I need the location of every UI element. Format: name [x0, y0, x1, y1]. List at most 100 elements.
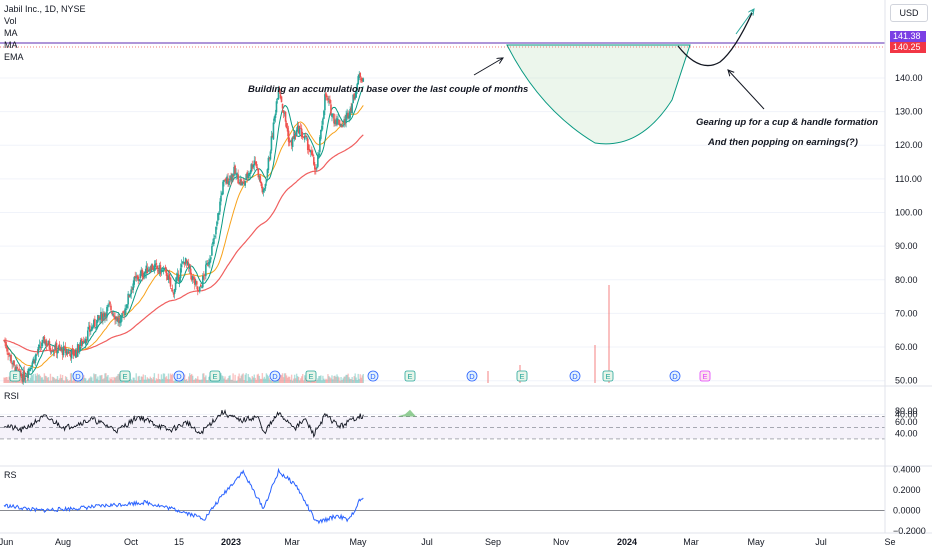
candle-body: [239, 179, 241, 184]
volume-bar: [256, 374, 259, 383]
candle-body: [166, 274, 169, 280]
volume-bar: [190, 374, 192, 383]
candle-body: [279, 94, 282, 99]
candle-body: [8, 353, 10, 355]
volume-bar: [324, 379, 326, 383]
volume-bar: [37, 374, 40, 383]
candle-body: [209, 259, 211, 264]
candle-body: [141, 269, 144, 278]
candle-body: [266, 169, 269, 178]
volume-bar: [6, 377, 8, 383]
volume-bar: [290, 374, 293, 383]
dividend-marker-label: D: [469, 372, 475, 381]
candle-body: [193, 277, 196, 285]
candle-body: [249, 171, 252, 175]
volume-bar: [322, 375, 324, 383]
volume-bar: [237, 376, 239, 383]
candle-body: [51, 350, 54, 352]
candle-body: [124, 308, 126, 316]
candle-body: [264, 184, 267, 189]
rs-line: [3, 467, 364, 525]
candle-body: [237, 174, 239, 184]
currency-button[interactable]: USD: [890, 4, 928, 22]
volume-bar: [204, 377, 206, 383]
candle-body: [247, 174, 250, 179]
volume-bar: [89, 377, 91, 383]
volume-bar: [231, 379, 233, 383]
candle-body: [307, 148, 310, 151]
candle-body: [195, 281, 198, 285]
candle-body: [86, 330, 89, 341]
price-tick-label: 70.00: [895, 308, 918, 318]
volume-bar: [318, 375, 320, 383]
candle-body: [114, 316, 116, 320]
volume-bar: [19, 379, 21, 383]
candle-body: [259, 176, 262, 183]
volume-bar: [44, 375, 47, 383]
candle-body: [40, 346, 43, 348]
candle-body: [112, 313, 114, 316]
candle-body: [7, 353, 9, 355]
volume-bar: [267, 376, 270, 383]
volume-bar: [29, 377, 31, 383]
volume-bar: [96, 378, 98, 383]
price-tick-label: 50.00: [895, 376, 918, 386]
volume-bar: [169, 373, 172, 383]
price-badge-lower: 140.25: [890, 42, 926, 53]
symbol-title[interactable]: Jabil Inc., 1D, NYSE: [4, 4, 86, 14]
volume-bar: [109, 377, 111, 383]
volume-bar: [252, 377, 254, 383]
candle-body: [73, 353, 76, 356]
cup-area: [506, 44, 691, 145]
volume-bar: [262, 378, 265, 383]
volume-bar: [185, 379, 188, 383]
legend-ma-2[interactable]: MA: [4, 40, 18, 50]
candle-body: [305, 137, 308, 139]
volume-bar: [153, 373, 156, 383]
earnings-marker: [9, 370, 21, 382]
volume-bar: [118, 373, 120, 383]
candle-body: [287, 130, 290, 142]
rs-tick-label: 0.4000: [893, 465, 921, 475]
earnings-marker: [516, 370, 528, 382]
candle-body: [227, 178, 229, 185]
upcoming-earnings-label: E: [702, 372, 707, 381]
volume-bar: [161, 378, 164, 383]
candle-body: [75, 350, 78, 356]
volume-bar: [327, 374, 329, 383]
candle-body: [361, 77, 364, 82]
candle-body: [168, 274, 171, 280]
legend-vol[interactable]: Vol: [4, 16, 17, 26]
candle-body: [336, 118, 338, 125]
volume-bar: [136, 380, 138, 383]
volume-bar: [167, 373, 170, 383]
volume-bar: [195, 378, 197, 383]
candle-body: [38, 344, 41, 347]
volume-bar: [154, 380, 157, 383]
candle-body: [56, 350, 59, 354]
candle-body: [152, 267, 155, 270]
volume-bar: [357, 373, 359, 383]
candle-body: [116, 316, 118, 321]
candle-body: [313, 157, 315, 165]
legend-ema[interactable]: EMA: [4, 52, 24, 62]
candle-body: [358, 74, 361, 79]
candle-body: [183, 261, 186, 265]
candle-body: [298, 128, 301, 135]
candle-body: [180, 264, 183, 268]
volume-bar: [316, 379, 318, 383]
volume-bar: [197, 376, 199, 383]
legend-ma-1[interactable]: MA: [4, 28, 18, 38]
trend-drawings: [473, 9, 765, 110]
volume-bar: [330, 378, 332, 383]
candle-body: [270, 136, 273, 151]
volume-bar: [105, 373, 107, 383]
candle-body: [108, 303, 110, 305]
candle-body: [31, 362, 34, 367]
volume-bar: [139, 379, 141, 383]
earnings-marker: [602, 370, 614, 382]
candle-body: [204, 274, 206, 276]
candle-body: [122, 311, 124, 314]
volume-bar: [184, 379, 187, 383]
